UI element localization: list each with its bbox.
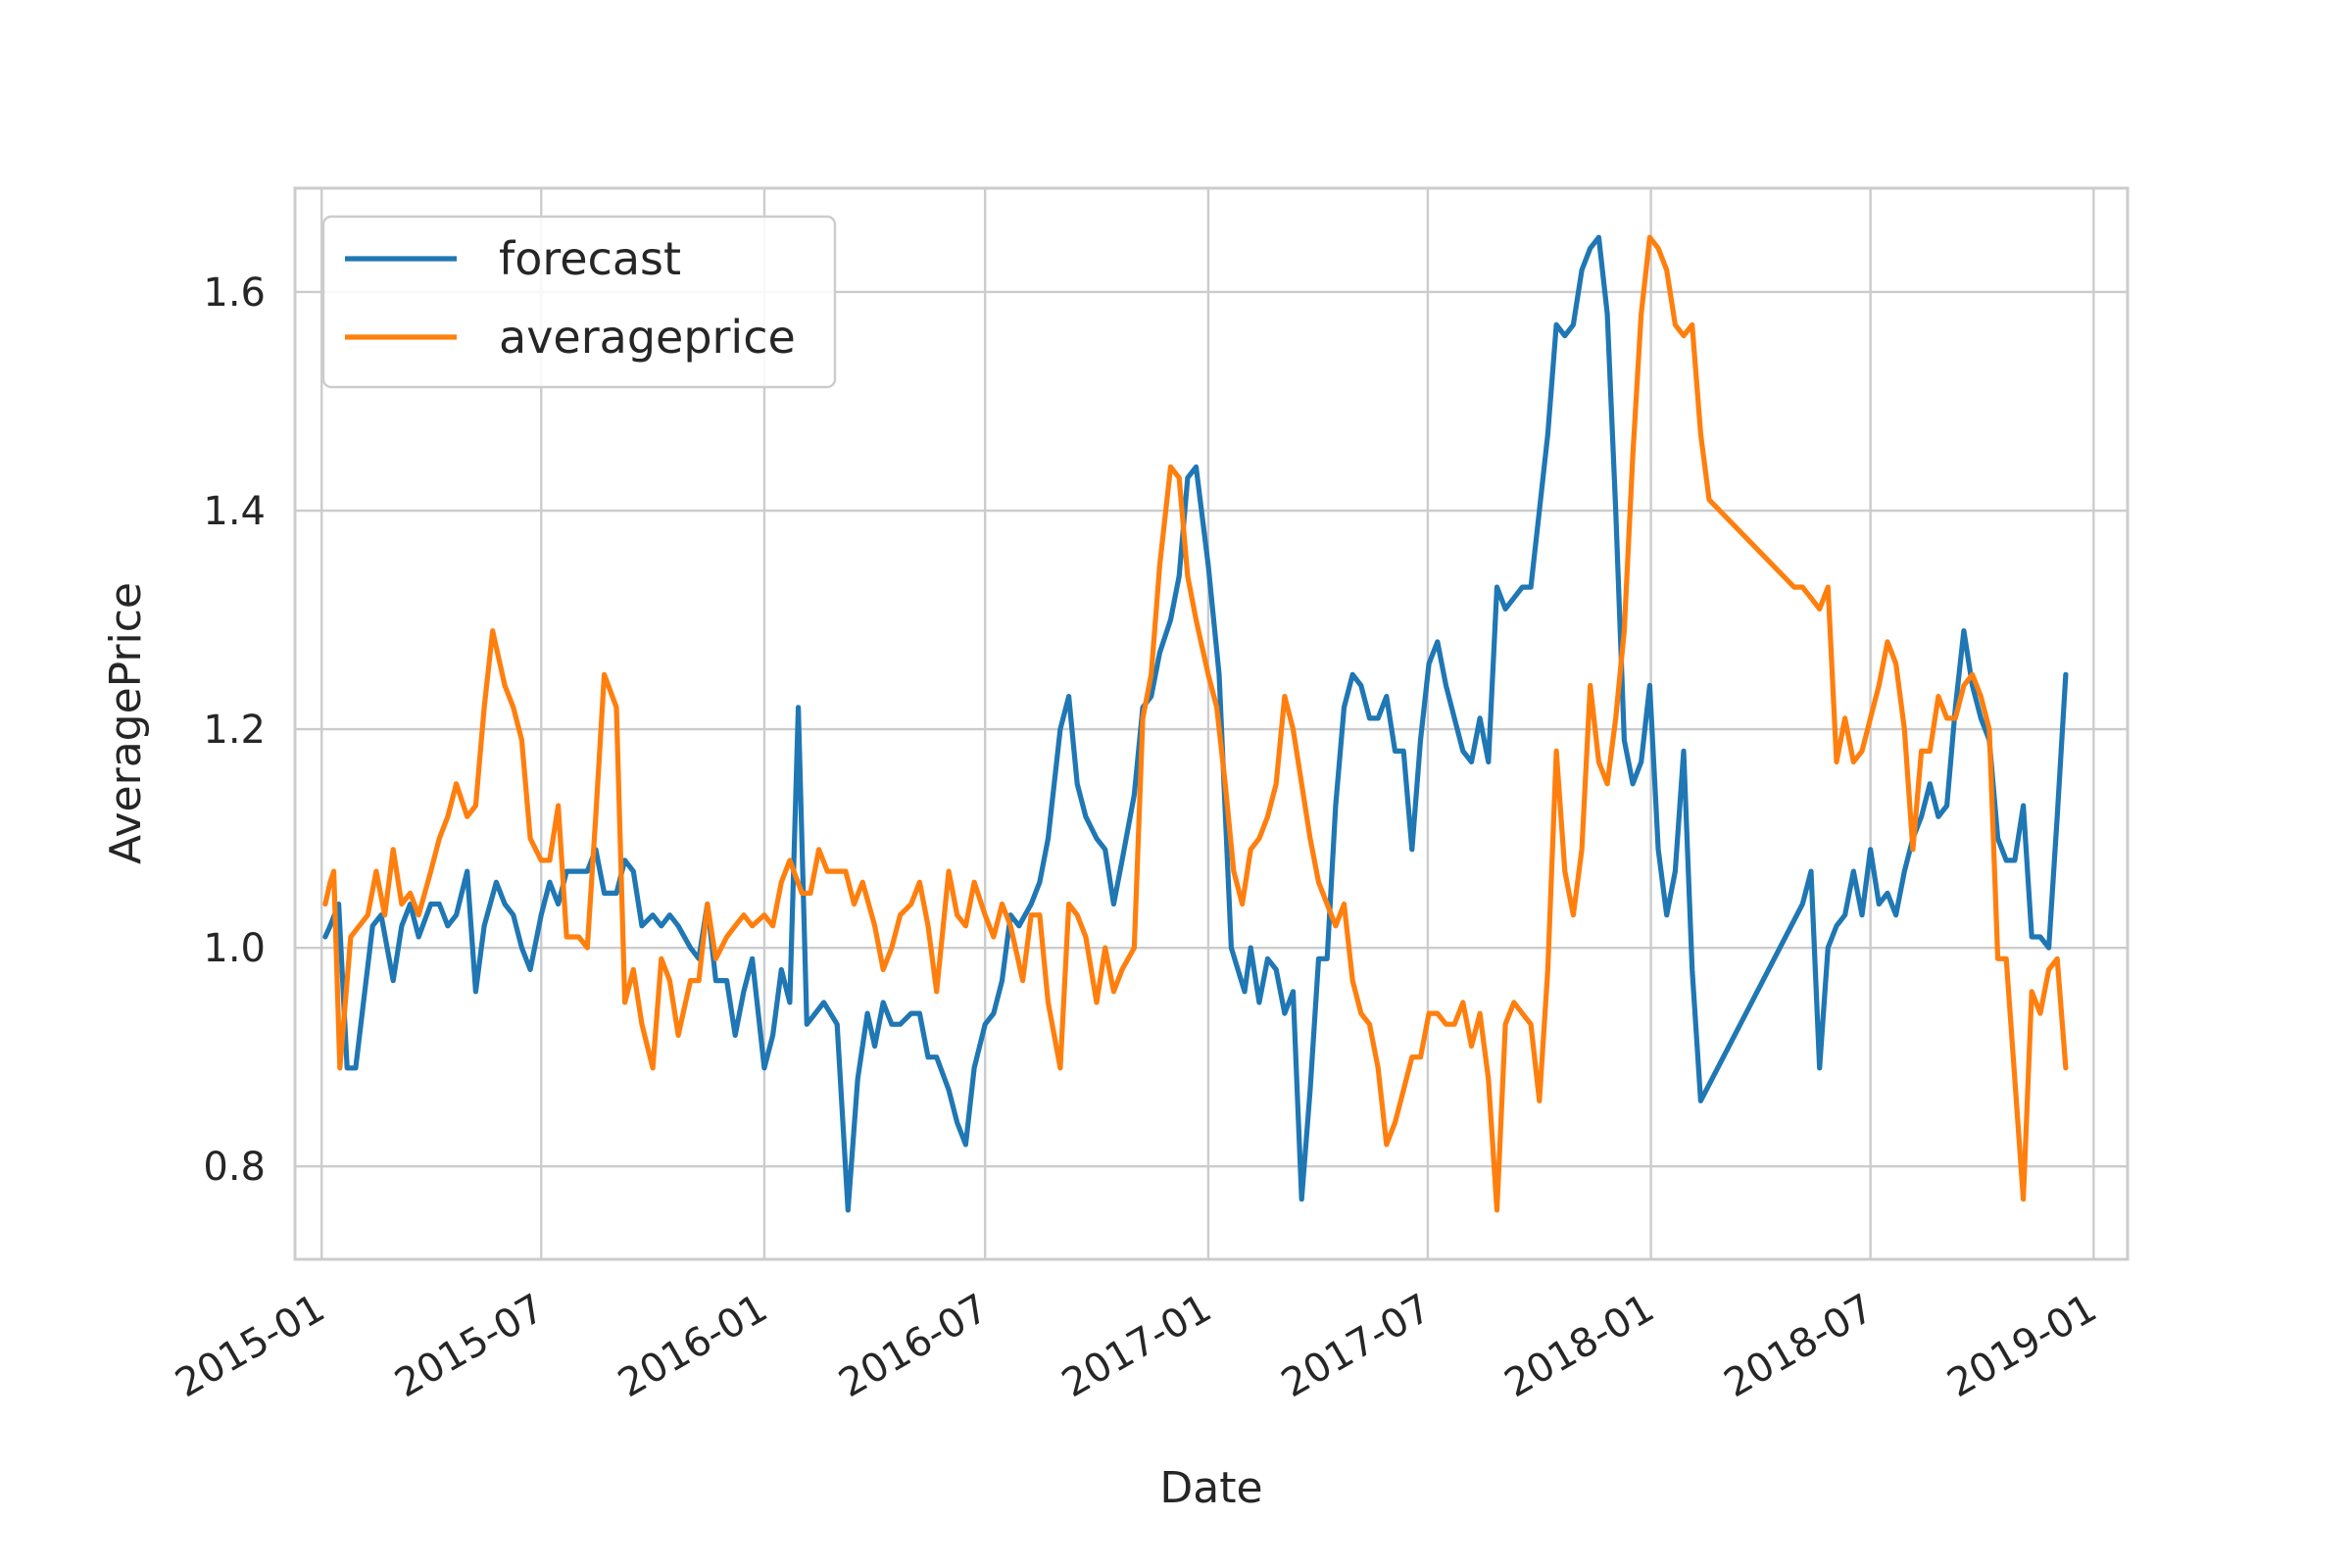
x-tick-label: 2016-01 xyxy=(611,1286,775,1406)
series-line-forecast xyxy=(322,234,2069,1213)
x-tick-label: 2017-07 xyxy=(1274,1286,1439,1406)
x-tick-labels: 2015-01 2015-07 2016-01 2016-07 2017-01 2017-… xyxy=(168,1286,2104,1406)
x-tick-label: 2015-07 xyxy=(387,1286,552,1406)
x-tick-label: 2018-01 xyxy=(1497,1286,1662,1406)
legend: forecast averageprice xyxy=(321,215,837,389)
series-line-averageprice xyxy=(322,234,2069,1213)
x-tick-label: 2019-01 xyxy=(1940,1286,2105,1406)
legend-label-averageprice: averageprice xyxy=(499,311,796,364)
series-lines xyxy=(322,234,2069,1213)
y-tick-labels: 0.8 1.0 1.2 1.4 1.6 xyxy=(203,270,266,1190)
x-tick-label: 2016-07 xyxy=(831,1286,996,1406)
y-tick-label: 1.0 xyxy=(203,926,266,971)
y-tick-label: 0.8 xyxy=(203,1145,266,1190)
legend-label-forecast: forecast xyxy=(499,232,681,285)
y-tick-label: 1.6 xyxy=(203,270,266,316)
y-tick-label: 1.2 xyxy=(203,708,266,753)
y-tick-label: 1.4 xyxy=(203,489,266,534)
x-tick-label: 2017-01 xyxy=(1054,1286,1219,1406)
x-tick-label: 2015-01 xyxy=(168,1286,332,1406)
x-tick-label: 2018-07 xyxy=(1717,1286,1882,1406)
y-axis-label: AveragePrice xyxy=(101,582,151,864)
x-axis-label: Date xyxy=(1159,1463,1262,1513)
plot-frame xyxy=(293,186,2130,1261)
